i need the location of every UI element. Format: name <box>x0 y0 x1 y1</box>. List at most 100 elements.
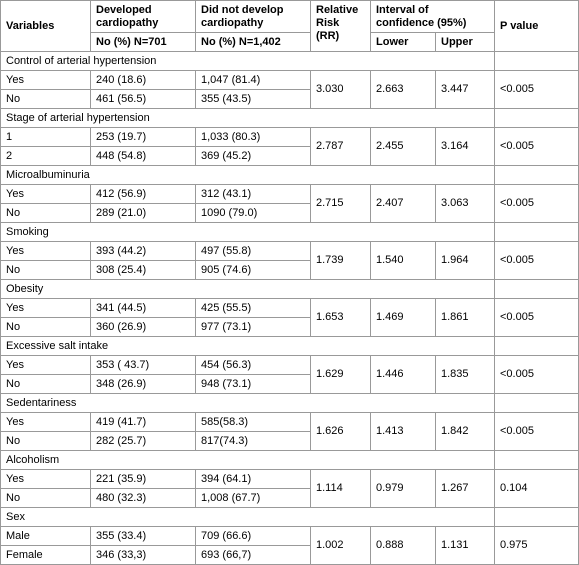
stat-cell: 0.888 <box>370 526 436 565</box>
stat-cell: 2.663 <box>370 70 436 109</box>
data-row: Yes 221 (35.9) 394 (64.1) 1.114 0.979 1.267 0.… <box>0 469 579 508</box>
group-row: Microalbuminuria <box>0 165 579 185</box>
header-cell: No (%) N=1,402 <box>195 32 311 52</box>
data-row: Yes 393 (44.2) 497 (55.8) 1.739 1.540 1.964 <0… <box>0 241 579 280</box>
empty-cell <box>494 51 579 71</box>
cell: No <box>0 431 91 451</box>
stat-cell: 1.842 <box>435 412 495 451</box>
stat-cell: <0.005 <box>494 70 579 109</box>
stat-cell: 1.835 <box>435 355 495 394</box>
cell: Yes <box>0 355 91 375</box>
stat-cell: 1.267 <box>435 469 495 508</box>
group-row: Control of arterial hypertension <box>0 51 579 71</box>
stat-cell: <0.005 <box>494 184 579 223</box>
empty-cell <box>494 393 579 413</box>
cell: 353 ( 43.7) <box>90 355 196 375</box>
cell: 977 (73.1) <box>195 317 311 337</box>
header-cell: No (%) N=701 <box>90 32 196 52</box>
cell: 369 (45.2) <box>195 146 311 166</box>
cell: 394 (64.1) <box>195 469 311 489</box>
data-row: Yes 341 (44.5) 425 (55.5) 1.653 1.469 1.861 <0… <box>0 298 579 337</box>
cell: 221 (35.9) <box>90 469 196 489</box>
stat-cell: <0.005 <box>494 355 579 394</box>
cell: No <box>0 374 91 394</box>
data-row: Male 355 (33.4) 709 (66.6) 1.002 0.888 1.131 0… <box>0 526 579 565</box>
empty-cell <box>494 336 579 356</box>
cell: Female <box>0 545 91 565</box>
stat-cell: <0.005 <box>494 241 579 280</box>
stat-cell: 1.629 <box>310 355 371 394</box>
group-row: Obesity <box>0 279 579 299</box>
stat-cell: 1.469 <box>370 298 436 337</box>
header-cell: Did not develop cardiopathy <box>195 0 311 33</box>
group-row: Sex <box>0 507 579 527</box>
group-title: Sex <box>0 507 495 527</box>
cell: 346 (33,3) <box>90 545 196 565</box>
stat-cell: 0.104 <box>494 469 579 508</box>
cell: 341 (44.5) <box>90 298 196 318</box>
stat-cell: 3.447 <box>435 70 495 109</box>
cell: 1 <box>0 127 91 147</box>
group-title: Obesity <box>0 279 495 299</box>
cell: Yes <box>0 241 91 261</box>
cell: 348 (26.9) <box>90 374 196 394</box>
cell: No <box>0 260 91 280</box>
group-title: Excessive salt intake <box>0 336 495 356</box>
data-row: No 289 (21.0) 1090 (79.0) <box>0 203 579 223</box>
stat-cell: <0.005 <box>494 412 579 451</box>
stat-cell: 1.861 <box>435 298 495 337</box>
header-cell: Relative Risk (RR) <box>310 0 371 52</box>
group-title: Stage of arterial hypertension <box>0 108 495 128</box>
stat-cell: 1.446 <box>370 355 436 394</box>
stat-cell: 3.063 <box>435 184 495 223</box>
stat-cell: 2.455 <box>370 127 436 166</box>
stat-cell: 1.002 <box>310 526 371 565</box>
group-title: Microalbuminuria <box>0 165 495 185</box>
cell: 240 (18.6) <box>90 70 196 90</box>
cell: Yes <box>0 469 91 489</box>
group-title: Sedentariness <box>0 393 495 413</box>
cell: 308 (25.4) <box>90 260 196 280</box>
cell: 253 (19.7) <box>90 127 196 147</box>
stat-cell: 1.653 <box>310 298 371 337</box>
cell: 817(74.3) <box>195 431 311 451</box>
header-cell: Interval of confidence (95%) <box>370 0 495 33</box>
empty-cell <box>494 279 579 299</box>
cell: 425 (55.5) <box>195 298 311 318</box>
empty-cell <box>494 222 579 242</box>
empty-cell <box>494 450 579 470</box>
header-cell: P value <box>494 0 579 52</box>
cell: No <box>0 317 91 337</box>
cell: 454 (56.3) <box>195 355 311 375</box>
stat-cell: 2.407 <box>370 184 436 223</box>
cell: Yes <box>0 184 91 204</box>
cell: No <box>0 89 91 109</box>
stat-cell: 3.030 <box>310 70 371 109</box>
stat-cell: 1.413 <box>370 412 436 451</box>
cell: 393 (44.2) <box>90 241 196 261</box>
stat-cell: 1.626 <box>310 412 371 451</box>
stat-cell: 0.979 <box>370 469 436 508</box>
cell: 355 (33.4) <box>90 526 196 546</box>
cell: 1,047 (81.4) <box>195 70 311 90</box>
table-body: Control of arterial hypertension Yes 240 (… <box>0 51 579 565</box>
group-row: Smoking <box>0 222 579 242</box>
cell: Yes <box>0 298 91 318</box>
cell: No <box>0 488 91 508</box>
data-row: Yes 412 (56.9) 312 (43.1) 2.715 2.407 3.063 <0… <box>0 184 579 223</box>
data-row: No 308 (25.4) 905 (74.6) <box>0 260 579 280</box>
empty-cell <box>494 165 579 185</box>
cell: Yes <box>0 70 91 90</box>
cell: Yes <box>0 412 91 432</box>
cell: 1,033 (80.3) <box>195 127 311 147</box>
cell: 1,008 (67.7) <box>195 488 311 508</box>
header-cell: Lower <box>370 32 436 52</box>
cell: 497 (55.8) <box>195 241 311 261</box>
data-row: Yes 353 ( 43.7) 454 (56.3) 1.629 1.446 1.835 <… <box>0 355 579 394</box>
stat-cell: 3.164 <box>435 127 495 166</box>
cell: 948 (73.1) <box>195 374 311 394</box>
stat-cell: 1.964 <box>435 241 495 280</box>
header-cell: Developed cardiopathy <box>90 0 196 33</box>
cell: 709 (66.6) <box>195 526 311 546</box>
